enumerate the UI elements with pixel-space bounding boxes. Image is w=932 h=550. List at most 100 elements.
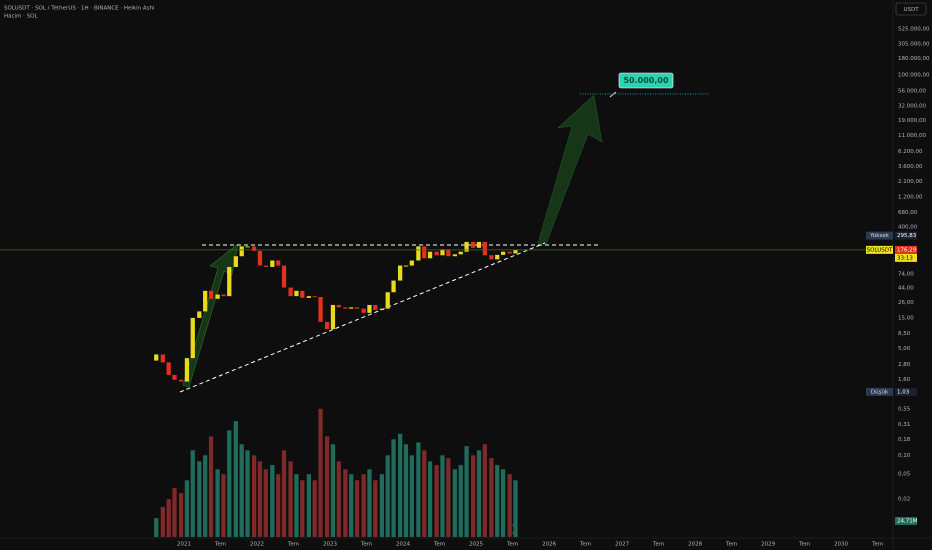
target-label: 50.000,00 [623,76,668,85]
currency-button[interactable] [895,2,927,16]
candle-body [343,307,348,309]
candle-body [500,251,506,255]
price-value-box [895,245,917,254]
volume-bar [495,465,500,537]
candle-body [306,296,311,298]
candle-body [391,280,396,293]
volume-bar [391,439,396,537]
price-value-box [895,387,917,396]
candle-body [373,304,378,310]
volume-bar [452,469,458,537]
y-tick-label: 19.000,00 [898,118,926,124]
price-value-box [895,231,917,240]
volume-tick-label: 0,55 [898,406,911,412]
x-tick-label: Tem [652,542,664,548]
volume-tick-label: 0,05 [898,472,911,478]
x-tick-label: 2025 [469,542,483,548]
currency-label[interactable]: USDT [903,7,919,13]
x-tick-label: 2030 [834,542,848,548]
volume-bar [288,461,293,537]
candle-body [233,256,238,267]
candle-body [513,249,518,254]
volume-bar [434,465,439,537]
y-tick-label: 5,00 [898,346,911,352]
volume-bar [215,469,220,537]
volume-bar [330,444,336,537]
arrow [537,94,603,245]
volume-bar [221,474,226,537]
volume-bar [464,446,469,537]
volume-bar [354,480,360,537]
volume-bar [263,469,268,537]
volume-bar [403,444,409,537]
candle-body [239,246,244,257]
candle-body [184,358,190,382]
volume-bar [257,461,263,537]
x-tick-label: Tem [287,542,299,548]
candle-body [154,354,159,361]
volume-tick-label: 0,18 [898,437,911,443]
volume-tick-label: 0,31 [898,422,910,428]
volume-bar [197,461,202,537]
volume-bar [458,465,463,537]
x-tick-label: Tem [214,542,226,548]
price-value: 176,29 [897,247,917,253]
price-name-box [866,231,893,240]
x-tick-label: 2026 [542,542,556,548]
volume-bar [513,480,518,537]
callout-pointer [609,91,617,98]
y-tick-label: 1.200,00 [898,194,923,200]
countdown-box [895,253,917,262]
candle-body [495,254,500,260]
candle-body [227,266,232,297]
volume-tick-label: 0,02 [898,497,910,503]
candle-body [215,294,220,299]
candle-body [172,374,177,380]
candle-body [318,296,323,322]
volume-bar [190,450,195,537]
volume-bar [178,493,184,537]
y-tick-label: 11.000,00 [898,133,926,139]
volume-bar [294,474,299,537]
candle-body [354,307,360,309]
candle-body [245,246,250,248]
price-name-box [866,387,893,396]
volume-bar [208,436,214,537]
y-tick-label: 400,00 [898,225,918,231]
y-tick-label: 305.000,00 [898,41,930,47]
candle-body [361,308,366,313]
candle-body [257,250,263,266]
volume-bar [281,450,287,537]
drawings [179,91,617,393]
volume-bar [300,480,305,537]
volume-tick-label: 0,10 [898,453,911,459]
candle-body [379,308,385,310]
x-tick-label: 2022 [250,542,264,548]
x-tick-label: Tem [725,542,737,548]
trend-line[interactable] [179,242,546,393]
candle-body [471,241,476,248]
price-name-box [866,245,893,254]
candle-body [336,304,341,308]
volume-bar [306,474,311,537]
volume-last-label: 24,71M [897,519,918,525]
x-tick-label: Tem [433,542,445,548]
x-tick-label: Tem [871,542,883,548]
y-tick-label: 15,00 [898,315,914,321]
candle-body [452,254,458,257]
candle-body [178,379,184,382]
x-tick-label: 2024 [396,542,410,548]
y-tick-label: 100.000,00 [898,72,930,78]
candle-body [482,241,487,256]
candle-body [403,265,409,267]
volume-bar [336,461,341,537]
volume-bar [184,480,190,537]
candle-body [476,241,482,248]
volume-bar [500,469,506,537]
volume-bar [233,421,238,537]
volume-bar [312,480,317,537]
volume-bar [416,442,421,537]
volume-bar [476,450,482,537]
volume-bar [154,518,159,537]
volume-bar [318,408,323,537]
